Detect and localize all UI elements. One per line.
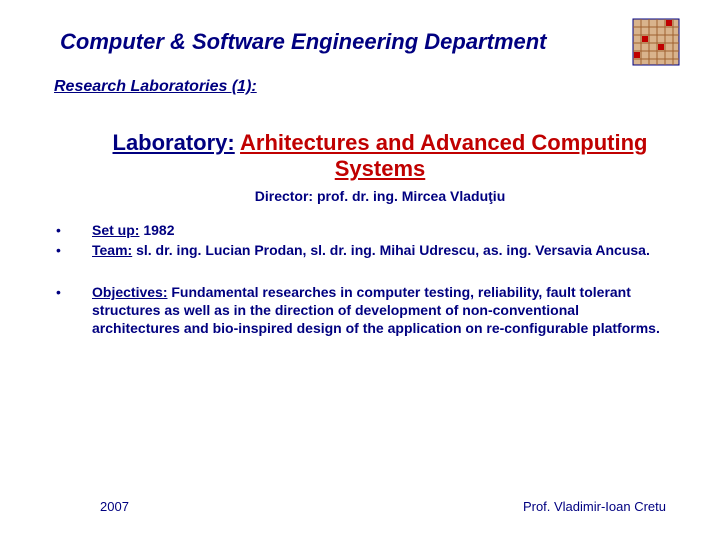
bullet-row: •Set up: 1982 [56,222,660,240]
bullet-label: Set up: [92,222,139,238]
bullet-text: Objectives: Fundamental researches in co… [92,284,660,338]
bullet-list: •Set up: 1982•Team: sl. dr. ing. Lucian … [56,222,660,338]
department-title: Computer & Software Engineering Departme… [60,29,547,55]
research-subtitle: Research Laboratories (1): [54,78,720,96]
footer-year: 2007 [100,499,129,514]
bullet-text: Set up: 1982 [92,222,660,240]
director-label: Director: [255,188,313,204]
bullet-value: Fundamental researches in computer testi… [92,284,660,336]
lab-title-block: Laboratory: Arhitectures and Advanced Co… [100,130,660,204]
bullet-row: •Team: sl. dr. ing. Lucian Prodan, sl. d… [56,242,660,260]
bullet-mark: • [56,284,92,300]
bullet-value: sl. dr. ing. Lucian Prodan, sl. dr. ing.… [132,242,650,258]
lab-label: Laboratory: [113,130,235,155]
logo-icon [632,18,680,66]
bullet-value: 1982 [139,222,174,238]
bullet-mark: • [56,222,92,238]
bullet-label: Team: [92,242,132,258]
bullet-label: Objectives: [92,284,167,300]
director-line: Director: prof. dr. ing. Mircea Vladuţiu [100,188,660,204]
bullet-text: Team: sl. dr. ing. Lucian Prodan, sl. dr… [92,242,660,260]
bullet-row: •Objectives: Fundamental researches in c… [56,284,660,338]
director-value: prof. dr. ing. Mircea Vladuţiu [317,188,505,204]
bullet-mark: • [56,242,92,258]
lab-title: Laboratory: Arhitectures and Advanced Co… [100,130,660,182]
header: Computer & Software Engineering Departme… [0,0,720,66]
footer: 2007 Prof. Vladimir-Ioan Cretu [0,499,720,514]
footer-author: Prof. Vladimir-Ioan Cretu [523,499,666,514]
lab-name: Arhitectures and Advanced Computing Syst… [240,130,647,181]
